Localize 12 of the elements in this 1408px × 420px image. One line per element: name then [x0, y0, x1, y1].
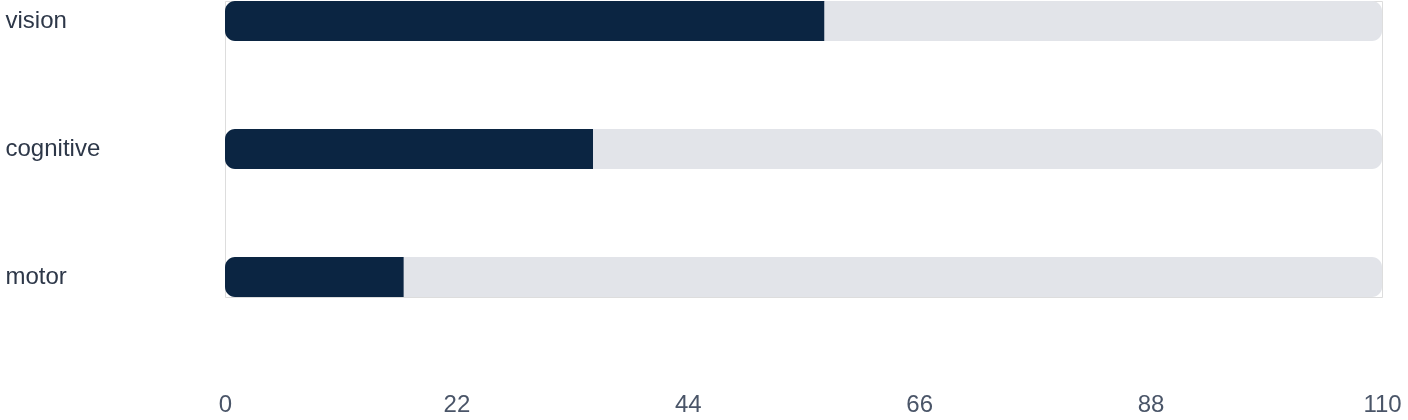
bar — [225, 129, 594, 169]
x-tick-label: 0 — [218, 389, 233, 417]
x-tick-label: 44 — [674, 389, 702, 417]
y-tick-label: cognitive — [5, 134, 101, 161]
x-tick-label: 110 — [1363, 389, 1402, 417]
bar — [225, 257, 404, 297]
x-tick-label: 88 — [1137, 389, 1165, 417]
x-tick-label: 66 — [906, 389, 934, 417]
y-tick-label: motor — [5, 262, 67, 289]
bar — [225, 1, 825, 41]
x-tick-label: 22 — [443, 389, 471, 417]
y-tick-label: vision — [5, 6, 67, 33]
